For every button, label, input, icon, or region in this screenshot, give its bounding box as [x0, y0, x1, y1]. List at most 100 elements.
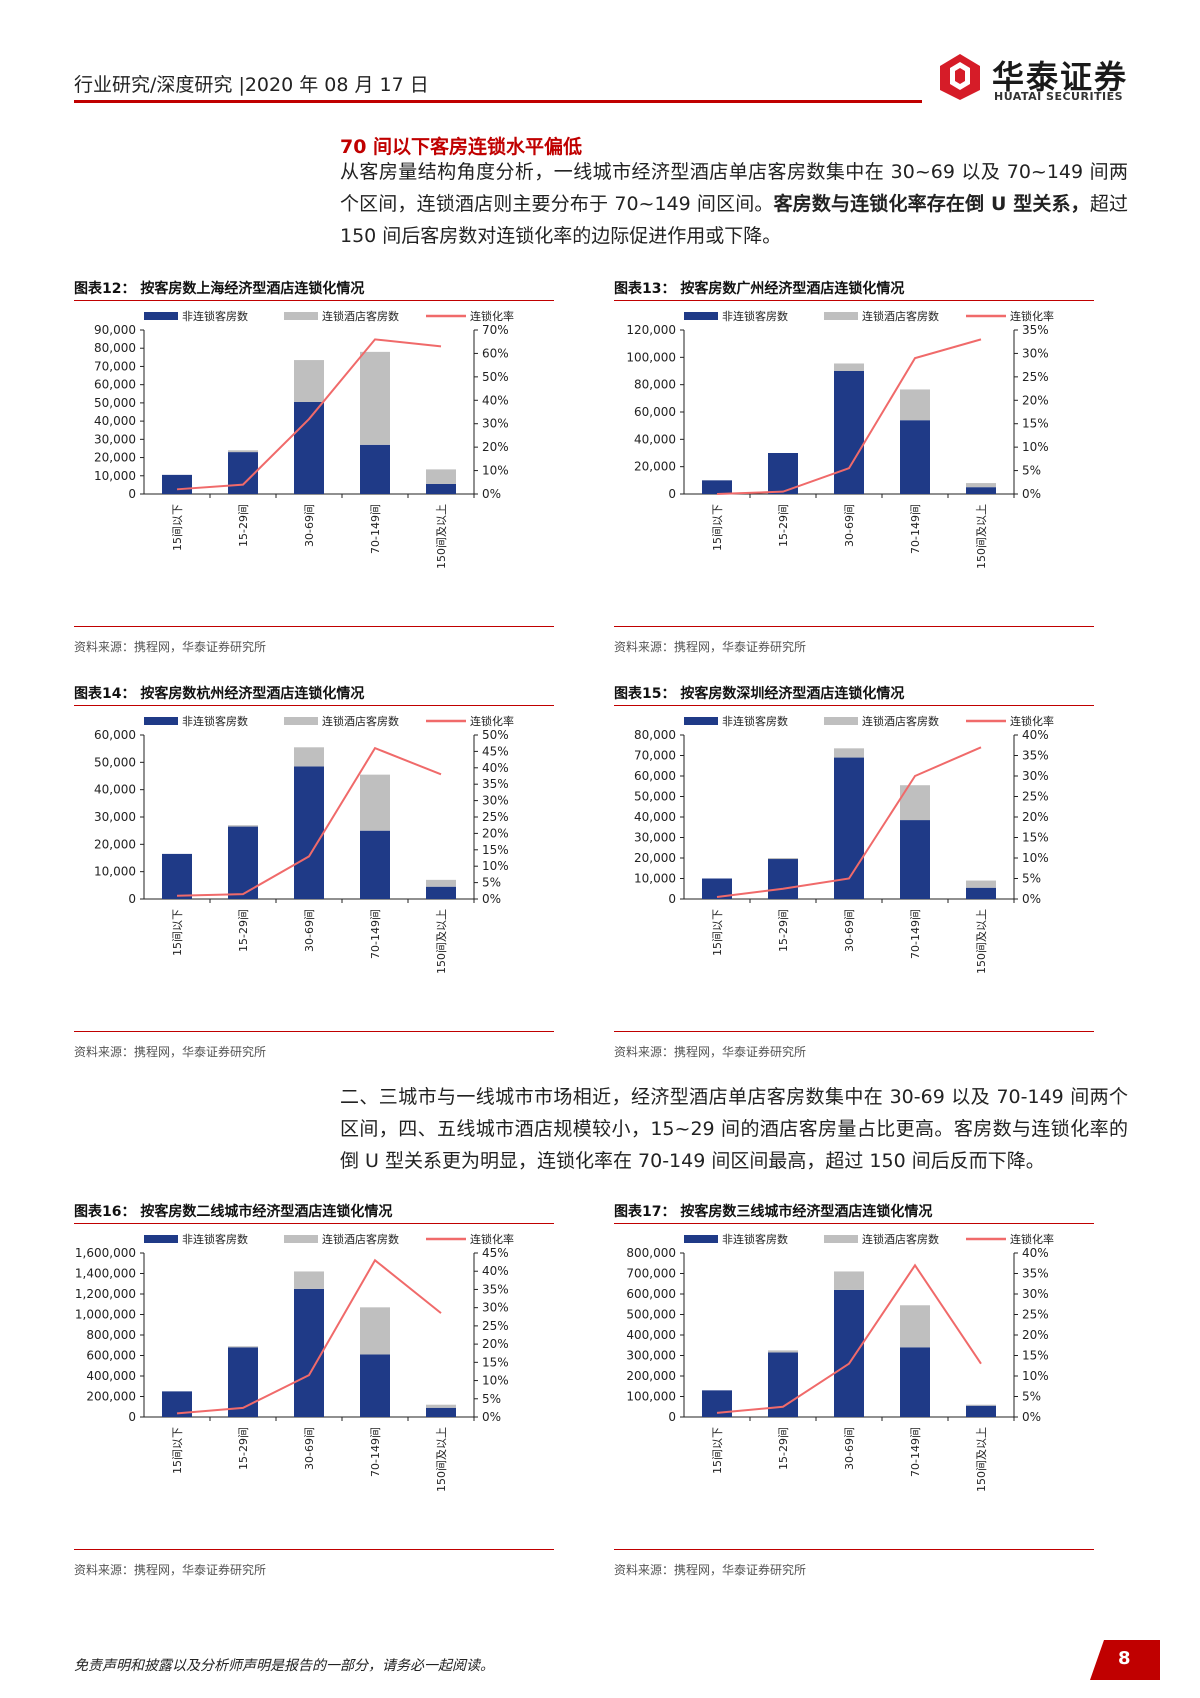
chart-plot: 非连锁客房数 连锁酒店客房数 连锁化率 0 10,000 20,000 30,000 40,0…	[94, 309, 514, 569]
chart-14: 图表14： 按客房数杭州经济型酒店连锁化情况 资料来源：携程网，华泰证券研究所 非连…	[74, 683, 554, 1059]
chart-bottom-divider	[614, 1031, 1094, 1032]
y-left-tick-label: 200,000	[86, 1390, 136, 1404]
bar-non-chain	[228, 826, 258, 899]
chart-bottom-divider	[614, 1549, 1094, 1550]
x-tick-label: 70-149间	[909, 504, 922, 554]
y-left-tick-label: 50,000	[634, 790, 676, 804]
y-right-tick-label: 30%	[482, 1301, 509, 1315]
y-left-tick-label: 80,000	[634, 378, 676, 392]
y-left-tick-label: 300,000	[626, 1349, 676, 1363]
x-tick-label: 15间以下	[711, 909, 724, 956]
section-title: 70 间以下客房连锁水平偏低	[340, 136, 583, 158]
page-badge-shape	[1090, 1640, 1160, 1680]
legend-label: 非连锁客房数	[182, 1232, 248, 1246]
y-right-tick-label: 0%	[1022, 1410, 1041, 1424]
y-left-tick-label: 0	[668, 1410, 676, 1424]
bar-chain	[360, 1307, 390, 1355]
bar-chain	[426, 1404, 456, 1408]
y-left-tick-label: 20,000	[634, 460, 676, 474]
y-right-tick-label: 70%	[482, 323, 509, 337]
y-right-tick-label: 20%	[482, 826, 509, 840]
legend-label: 连锁化率	[470, 309, 514, 323]
legend-swatch	[824, 312, 858, 320]
bar-chain	[966, 880, 996, 888]
x-tick-label: 15-29间	[237, 1427, 250, 1470]
y-right-tick-label: 25%	[482, 1319, 509, 1333]
bar-chain	[900, 389, 930, 421]
y-right-tick-label: 5%	[1022, 872, 1041, 886]
y-right-tick-label: 30%	[1022, 1287, 1049, 1301]
bar-chain	[294, 360, 324, 402]
y-right-tick-label: 10%	[1022, 440, 1049, 454]
x-tick-label: 30-69间	[303, 1427, 316, 1470]
y-left-tick-label: 100,000	[626, 350, 676, 364]
y-left-tick-label: 20,000	[94, 837, 136, 851]
x-tick-label: 70-149间	[369, 909, 382, 959]
y-left-tick-label: 30,000	[634, 831, 676, 845]
y-right-tick-label: 25%	[1022, 370, 1049, 384]
y-right-tick-label: 20%	[1022, 393, 1049, 407]
y-right-tick-label: 30%	[482, 794, 509, 808]
bar-non-chain	[360, 444, 390, 494]
bar-non-chain	[426, 1407, 456, 1417]
y-left-tick-label: 400,000	[626, 1328, 676, 1342]
bar-non-chain	[162, 474, 192, 494]
y-left-tick-label: 600,000	[626, 1287, 676, 1301]
chart-source: 资料来源：携程网，华泰证券研究所	[614, 640, 807, 654]
y-right-tick-label: 40%	[1022, 728, 1049, 742]
legend-swatch	[824, 1235, 858, 1243]
bar-non-chain	[228, 1347, 258, 1417]
y-right-tick-label: 35%	[1022, 749, 1049, 763]
y-left-tick-label: 800,000	[626, 1246, 676, 1260]
y-right-tick-label: 0%	[1022, 487, 1041, 501]
y-left-tick-label: 0	[128, 892, 136, 906]
y-right-tick-label: 20%	[482, 440, 509, 454]
legend-label: 非连锁客房数	[722, 714, 788, 728]
legend-label: 非连锁客房数	[722, 309, 788, 323]
bar-non-chain	[834, 371, 864, 494]
x-tick-label: 15-29间	[237, 909, 250, 952]
chart-16: 图表16： 按客房数二线城市经济型酒店连锁化情况 资料来源：携程网，华泰证券研究所…	[74, 1201, 554, 1577]
x-tick-label: 15间以下	[711, 1427, 724, 1474]
legend-label: 连锁酒店客房数	[862, 714, 939, 728]
y-right-tick-label: 5%	[1022, 1390, 1041, 1404]
y-right-tick-label: 50%	[482, 370, 509, 384]
bar-non-chain	[294, 401, 324, 494]
legend-label: 非连锁客房数	[182, 309, 248, 323]
y-right-tick-label: 20%	[482, 1337, 509, 1351]
disclaimer-note: 免责声明和披露以及分析师声明是报告的一部分，请务必一起阅读。	[74, 1658, 494, 1674]
x-tick-label: 15间以下	[171, 1427, 184, 1474]
bar-chain	[360, 351, 390, 445]
x-tick-label: 30-69间	[303, 504, 316, 547]
logo-chinese-name: 华泰证券	[992, 58, 1129, 96]
chart-bottom-divider	[74, 626, 554, 627]
y-right-tick-label: 15%	[482, 843, 509, 857]
y-left-tick-label: 1,200,000	[75, 1287, 136, 1301]
y-left-tick-label: 40,000	[94, 414, 136, 428]
chart-bottom-divider	[74, 1549, 554, 1550]
legend-label: 非连锁客房数	[722, 1232, 788, 1246]
bar-chain	[426, 469, 456, 484]
y-left-tick-label: 60,000	[94, 728, 136, 742]
x-tick-label: 70-149间	[909, 909, 922, 959]
header-divider	[74, 100, 922, 103]
y-left-tick-label: 600,000	[86, 1349, 136, 1363]
x-tick-label: 30-69间	[843, 504, 856, 547]
y-right-tick-label: 30%	[1022, 769, 1049, 783]
y-left-tick-label: 20,000	[94, 451, 136, 465]
legend-label: 连锁酒店客房数	[322, 1232, 399, 1246]
chart-title-divider	[74, 705, 554, 706]
y-right-tick-label: 30%	[1022, 346, 1049, 360]
y-right-tick-label: 25%	[1022, 1308, 1049, 1322]
y-right-tick-label: 40%	[482, 393, 509, 407]
legend-label: 连锁酒店客房数	[322, 309, 399, 323]
y-right-tick-label: 35%	[1022, 1267, 1049, 1281]
y-right-tick-label: 10%	[482, 464, 509, 478]
y-left-tick-label: 50,000	[94, 396, 136, 410]
bar-non-chain	[966, 887, 996, 899]
x-tick-label: 150间及以上	[975, 1427, 988, 1492]
bar-non-chain	[702, 878, 732, 899]
chart-plot: 非连锁客房数 连锁酒店客房数 连锁化率 0 10,000 20,000 30,000 40,0…	[634, 714, 1054, 974]
y-right-tick-label: 10%	[482, 859, 509, 873]
bar-non-chain	[426, 886, 456, 899]
